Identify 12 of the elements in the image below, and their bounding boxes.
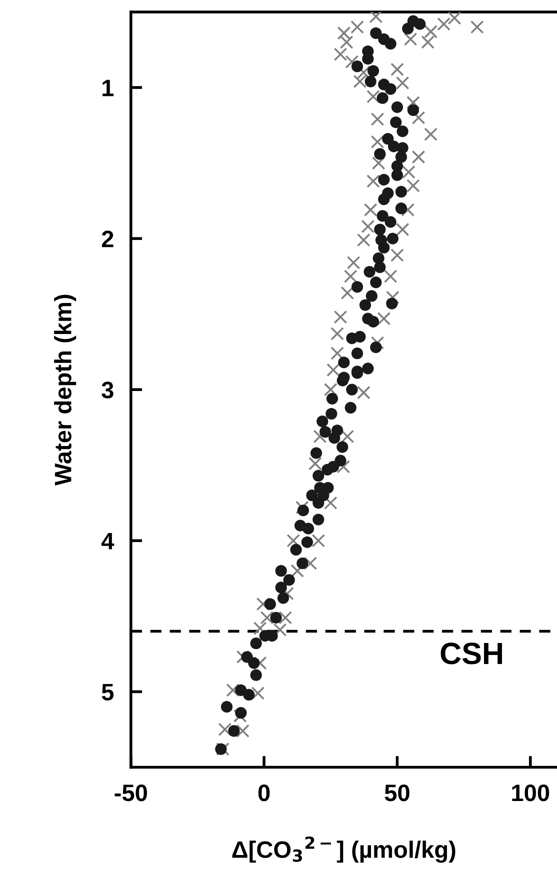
x-tick-label: 100 — [512, 784, 550, 802]
ref-line-label: CSH — [440, 642, 502, 664]
y-tick-label: 3 — [102, 382, 114, 398]
y-tick-label: 4 — [101, 532, 114, 550]
y-axis-title: Water depth (km) — [54, 294, 76, 486]
y-tick-label: 1 — [102, 80, 114, 96]
x-tick-label: 50 — [384, 784, 410, 802]
y-tick-label: 5 — [102, 684, 114, 700]
x-tick-label: -50 — [114, 784, 147, 802]
x-axis-title: Δ[CO$_{3}$$^{2−}$] (µmol/kg) — [232, 836, 456, 863]
x-tick-label: 0 — [258, 784, 270, 802]
y-tick-label: 2 — [102, 230, 114, 248]
